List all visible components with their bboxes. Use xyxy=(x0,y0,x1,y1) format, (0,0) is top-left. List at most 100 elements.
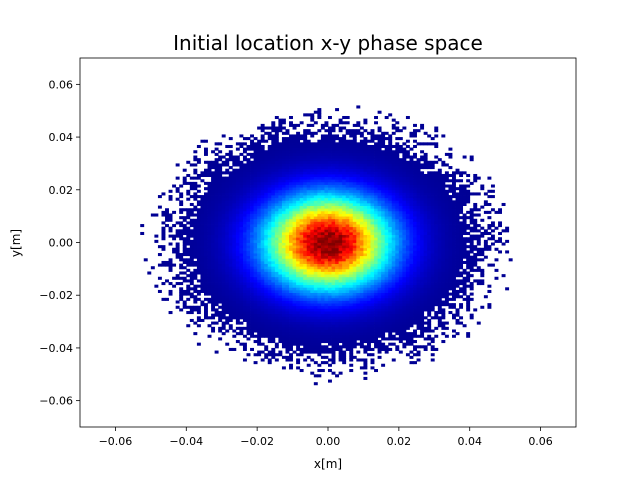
heatmap-cell xyxy=(363,334,368,338)
heatmap-cell xyxy=(349,260,354,264)
heatmap-cell xyxy=(278,253,283,257)
heatmap-cell xyxy=(175,176,180,180)
heatmap-cell xyxy=(196,189,201,193)
heatmap-cell xyxy=(342,139,347,143)
heatmap-cell xyxy=(306,129,311,133)
heatmap-cell xyxy=(374,171,378,175)
heatmap-cell xyxy=(335,168,340,172)
heatmap-cell xyxy=(306,295,311,299)
heatmap-cell xyxy=(271,258,276,262)
heatmap-cell xyxy=(356,144,361,149)
heatmap-cell xyxy=(189,231,194,235)
heatmap-cell xyxy=(331,176,336,180)
heatmap-cell xyxy=(306,308,311,312)
heatmap-cell xyxy=(338,179,343,183)
heatmap-cell xyxy=(349,321,354,325)
heatmap-cell xyxy=(221,297,226,301)
heatmap-cell xyxy=(384,173,389,178)
heatmap-cell xyxy=(342,137,347,141)
heatmap-cell xyxy=(405,216,410,220)
heatmap-cell xyxy=(235,224,240,228)
heatmap-cell xyxy=(186,289,191,293)
heatmap-cell xyxy=(285,216,290,220)
heatmap-cell xyxy=(313,184,318,188)
heatmap-cell xyxy=(204,202,208,206)
heatmap-cell xyxy=(310,197,315,201)
heatmap-cell xyxy=(235,266,240,270)
heatmap-cell xyxy=(267,176,272,180)
heatmap-cell xyxy=(335,308,340,312)
heatmap-cell xyxy=(200,260,205,264)
heatmap-cell xyxy=(320,218,325,222)
heatmap-cell xyxy=(281,234,286,238)
heatmap-cell xyxy=(211,176,216,180)
heatmap-cell xyxy=(345,168,350,172)
heatmap-cell xyxy=(292,324,297,328)
heatmap-cell xyxy=(264,242,269,246)
heatmap-cell xyxy=(264,313,269,317)
heatmap-cell xyxy=(398,268,403,272)
heatmap-cell xyxy=(221,181,226,185)
heatmap-cell xyxy=(242,210,247,214)
heatmap-cell xyxy=(395,197,400,201)
heatmap-cell xyxy=(253,205,258,209)
heatmap-cell xyxy=(292,176,297,180)
heatmap-cell xyxy=(239,321,244,325)
heatmap-cell xyxy=(278,152,283,156)
heatmap-cell xyxy=(381,216,386,220)
heatmap-cell xyxy=(356,142,361,146)
heatmap-cell xyxy=(388,318,393,322)
heatmap-cell xyxy=(388,147,393,151)
heatmap-cell xyxy=(342,155,347,159)
heatmap-cell xyxy=(235,253,240,257)
heatmap-cell xyxy=(366,268,371,272)
heatmap-cell xyxy=(299,324,304,328)
heatmap-cell xyxy=(228,313,233,317)
heatmap-cell xyxy=(374,160,378,164)
heatmap-cell xyxy=(359,300,364,304)
heatmap-cell xyxy=(211,231,216,235)
heatmap-cell xyxy=(267,218,272,222)
heatmap-cell xyxy=(214,163,219,167)
heatmap-cell xyxy=(303,297,308,301)
heatmap-cell xyxy=(366,279,371,283)
heatmap-cell xyxy=(395,176,400,180)
heatmap-cell xyxy=(292,166,297,170)
heatmap-cell xyxy=(204,218,208,222)
heatmap-cell xyxy=(324,152,329,156)
heatmap-cell xyxy=(366,131,371,135)
heatmap-cell xyxy=(250,242,254,246)
heatmap-cell xyxy=(391,303,396,307)
heatmap-cell xyxy=(165,279,169,283)
heatmap-cell xyxy=(281,208,286,212)
heatmap-cell xyxy=(395,121,400,125)
heatmap-cell xyxy=(242,184,247,188)
heatmap-cell xyxy=(239,329,244,333)
heatmap-cell xyxy=(278,123,283,127)
heatmap-cell xyxy=(285,245,290,249)
heatmap-cell xyxy=(388,155,393,159)
heatmap-cell xyxy=(338,313,343,317)
heatmap-cell xyxy=(168,218,173,222)
heatmap-cell xyxy=(349,289,354,293)
heatmap-cell xyxy=(253,289,258,293)
heatmap-cell xyxy=(235,205,240,209)
heatmap-cell xyxy=(377,305,382,309)
heatmap-cell xyxy=(405,321,410,325)
heatmap-cell xyxy=(239,247,244,251)
heatmap-cell xyxy=(175,242,180,246)
heatmap-cell xyxy=(221,231,226,235)
heatmap-cell xyxy=(303,316,308,320)
heatmap-cell xyxy=(349,350,354,354)
heatmap-cell xyxy=(274,229,279,233)
heatmap-cell xyxy=(271,321,276,325)
heatmap-cell xyxy=(388,221,393,225)
heatmap-cell xyxy=(218,318,223,322)
heatmap-cell xyxy=(289,229,293,233)
heatmap-cell xyxy=(274,282,279,286)
heatmap-cell xyxy=(299,158,304,162)
heatmap-cell xyxy=(250,276,254,280)
heatmap-cell xyxy=(292,173,297,178)
heatmap-cell xyxy=(331,197,336,201)
heatmap-cell xyxy=(349,200,354,204)
